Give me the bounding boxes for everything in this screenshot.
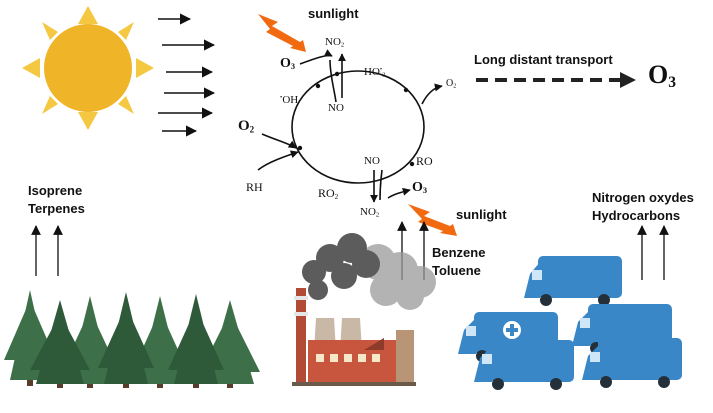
sunlight-label-mid: sunlight [456,207,507,222]
lightning-icon [258,14,457,236]
ozone-bottom-label: O3 [412,180,428,196]
ozone-transport-label: O3 [648,60,677,91]
isoprene-label: Isoprene [28,183,83,198]
van [524,256,622,306]
nitrogen-dioxide-top-label: NO2 [325,36,345,49]
benzene-label: Benzene [432,245,486,260]
sunlight-label-top: sunlight [308,6,359,21]
sun-ray-arrows [158,13,216,137]
van [582,338,682,388]
nitric-oxide-bottom-label: NO [364,155,380,167]
hydroxyl-label: •OH [280,94,299,106]
hydrocarbons-label: Hydrocarbons [592,208,681,223]
long-transport-arrow [476,72,636,88]
reaction-cycle [257,49,443,203]
hydrocarbon-rh-label: RH [246,180,263,194]
terpenes-label: Terpenes [28,201,85,216]
smoke-icon [302,233,436,310]
oxygen-left-label: O2 [238,118,255,135]
forest-icon [4,290,260,388]
nitrogen-dioxide-bottom-label: NO2 [360,206,380,219]
toluene-label: Toluene [432,263,481,278]
hydroperoxyl-label: HO•2 [364,66,386,79]
oxygen-right-label: O2 [446,78,457,90]
van-fleet-icon [458,256,682,390]
ozone-left-label: O3 [280,56,296,72]
nitric-oxide-top-label: NO [328,102,344,114]
long-transport-label: Long distant transport [474,52,613,67]
sun-icon [22,6,154,130]
nitrogen-oxides-label: Nitrogen oxydes [592,190,694,205]
alkoxy-radical-label: RO [416,154,433,168]
factory-icon [292,288,416,386]
peroxy-radical-label: RO2 [318,186,339,201]
van [474,340,574,390]
